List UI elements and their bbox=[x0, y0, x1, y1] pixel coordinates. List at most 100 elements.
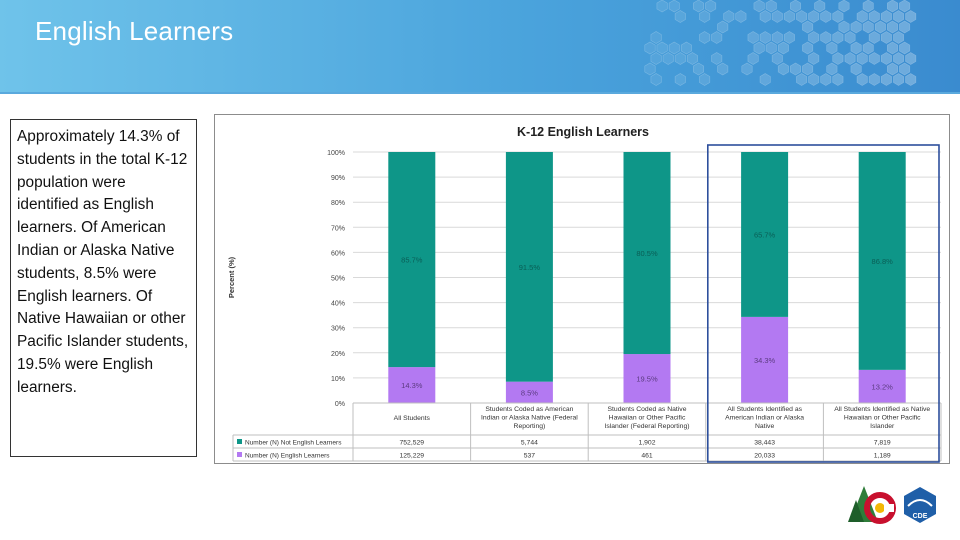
hexagon-shape bbox=[845, 32, 855, 44]
hexagon-shape bbox=[645, 63, 655, 75]
hexagon-shape bbox=[875, 21, 885, 33]
hexagon-shape bbox=[863, 42, 873, 54]
data-label-english-learners: 13.2% bbox=[872, 382, 894, 391]
y-axis-label: Percent (%) bbox=[227, 256, 236, 298]
hexagon-shape bbox=[899, 21, 909, 33]
y-tick-label: 80% bbox=[331, 200, 345, 207]
hexagon-shape bbox=[869, 32, 879, 44]
table-count-cell: 461 bbox=[641, 453, 653, 460]
hexagon-shape bbox=[851, 42, 861, 54]
hexagon-shape bbox=[778, 42, 788, 54]
hexagon-shape bbox=[833, 74, 843, 86]
y-tick-label: 60% bbox=[331, 250, 345, 257]
hexagon-shape bbox=[651, 32, 661, 44]
hexagon-shape bbox=[766, 0, 776, 12]
hexagon-shape bbox=[657, 0, 667, 12]
hexagon-shape bbox=[778, 63, 788, 75]
hexagon-shape bbox=[699, 32, 709, 44]
y-tick-label: 30% bbox=[331, 326, 345, 333]
hexagon-shape bbox=[796, 11, 806, 23]
y-tick-label: 20% bbox=[331, 351, 345, 358]
x-category-label: All Students Identified as Native bbox=[834, 406, 930, 413]
legend-entry: Number (N) Not English Learners bbox=[245, 440, 342, 447]
legend-swatch bbox=[237, 452, 242, 457]
hexagon-shape bbox=[718, 21, 728, 33]
slide-title: English Learners bbox=[35, 16, 233, 47]
hexagon-shape bbox=[772, 11, 782, 23]
x-category-label: Indian or Alaska Native (Federal bbox=[481, 415, 578, 422]
cde-logo-text: CDE bbox=[913, 513, 928, 520]
hexagon-shape bbox=[887, 0, 897, 12]
hexagon-shape bbox=[881, 74, 891, 86]
hexagon-shape bbox=[893, 53, 903, 65]
hexagon-shape bbox=[645, 42, 655, 54]
hexagon-shape bbox=[827, 42, 837, 54]
hexagon-shape bbox=[833, 11, 843, 23]
table-count-cell: 537 bbox=[524, 453, 536, 460]
hexagon-shape bbox=[766, 42, 776, 54]
hexagon-shape bbox=[881, 32, 891, 44]
hexagon-shape bbox=[748, 53, 758, 65]
hexagon-shape bbox=[815, 0, 825, 12]
y-tick-label: 10% bbox=[331, 376, 345, 383]
y-tick-label: 90% bbox=[331, 175, 345, 182]
hexagon-shape bbox=[851, 63, 861, 75]
hexagon-shape bbox=[887, 42, 897, 54]
hexagon-shape bbox=[669, 0, 679, 12]
hexagon-shape bbox=[742, 63, 752, 75]
hexagon-shape bbox=[796, 74, 806, 86]
header-divider bbox=[0, 92, 960, 94]
x-category-label: Reporting) bbox=[514, 423, 546, 430]
hexagon-shape bbox=[899, 63, 909, 75]
hexagon-shape bbox=[784, 32, 794, 44]
hexagon-shape bbox=[669, 42, 679, 54]
hexagon-shape bbox=[657, 42, 667, 54]
y-tick-label: 50% bbox=[331, 276, 345, 283]
hexagon-shape bbox=[906, 53, 916, 65]
data-label-not-english-learners: 65.7% bbox=[754, 230, 776, 239]
hexagon-shape bbox=[790, 63, 800, 75]
x-category-label: Students Coded as Native bbox=[608, 406, 687, 413]
hexagon-shape bbox=[802, 42, 812, 54]
hexagon-shape bbox=[906, 74, 916, 86]
table-count-cell: 752,529 bbox=[400, 440, 425, 447]
hexagon-shape bbox=[663, 53, 673, 65]
hexagon-shape bbox=[887, 21, 897, 33]
hexagon-shape bbox=[809, 53, 819, 65]
hexagon-shape bbox=[899, 42, 909, 54]
hexagon-shape bbox=[863, 0, 873, 12]
hexagon-shape bbox=[802, 63, 812, 75]
table-count-cell: 125,229 bbox=[400, 453, 425, 460]
hexagon-shape bbox=[857, 74, 867, 86]
hexagon-shape bbox=[736, 11, 746, 23]
table-count-cell: 7,819 bbox=[874, 440, 891, 447]
hexagon-shape bbox=[675, 53, 685, 65]
hexagon-shape bbox=[887, 63, 897, 75]
hexagon-shape bbox=[881, 11, 891, 23]
chart-title: K-12 English Learners bbox=[517, 125, 649, 139]
hexagon-shape bbox=[760, 74, 770, 86]
hexagon-shape bbox=[893, 11, 903, 23]
hexagon-shape bbox=[893, 74, 903, 86]
hexagon-shape bbox=[839, 21, 849, 33]
data-label-english-learners: 8.5% bbox=[521, 388, 538, 397]
hexagon-shape bbox=[833, 32, 843, 44]
table-count-cell: 1,189 bbox=[874, 453, 891, 460]
legend-swatch bbox=[237, 439, 242, 444]
hexagon-shape bbox=[784, 11, 794, 23]
hexagon-shape bbox=[651, 53, 661, 65]
y-tick-label: 0% bbox=[335, 401, 345, 408]
hexagon-shape bbox=[893, 32, 903, 44]
chart-container: K-12 English Learners Percent (%) 0% 10% 20%… bbox=[214, 114, 950, 464]
data-label-not-english-learners: 91.5% bbox=[519, 263, 541, 272]
x-category-label: American Indian or Alaska bbox=[725, 415, 804, 422]
hexagon-shape bbox=[899, 0, 909, 12]
hexagon-shape bbox=[827, 63, 837, 75]
table-count-cell: 20,033 bbox=[754, 453, 775, 460]
hexagon-shape bbox=[869, 53, 879, 65]
data-label-english-learners: 14.3% bbox=[401, 381, 423, 390]
hexagon-shape bbox=[760, 11, 770, 23]
x-category-label: Native bbox=[755, 423, 774, 430]
hexagon-shape bbox=[693, 0, 703, 12]
hexagon-shape bbox=[754, 0, 764, 12]
